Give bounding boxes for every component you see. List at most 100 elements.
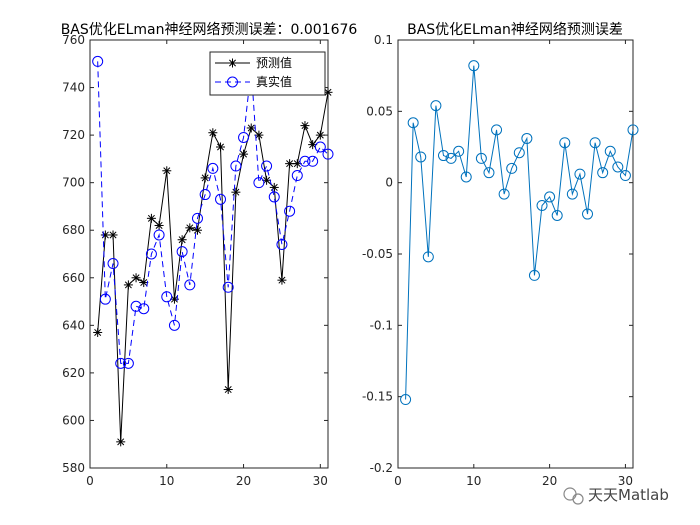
x-tick-label: 20 <box>542 474 557 488</box>
data-point <box>93 327 103 337</box>
data-point <box>627 124 639 136</box>
x-tick-label: 0 <box>86 474 94 488</box>
x-tick-label: 0 <box>394 474 402 488</box>
legend-box <box>209 51 326 96</box>
y-tick-label: 720 <box>62 128 85 142</box>
series-line-1 <box>97 61 329 364</box>
data-point <box>315 130 325 140</box>
data-point <box>177 235 187 245</box>
y-tick-label: -0.05 <box>362 247 393 261</box>
data-point <box>168 319 180 331</box>
data-point <box>99 293 111 305</box>
data-point <box>582 208 594 220</box>
data-point <box>445 152 457 164</box>
data-point <box>277 275 287 285</box>
series-line-0 <box>405 65 634 400</box>
data-point <box>551 209 563 221</box>
y-tick-label: 640 <box>62 318 85 332</box>
data-point <box>191 212 203 224</box>
y-tick-label: 740 <box>62 81 85 95</box>
left-chart-title: BAS优化ELman神经网络预测误差：0.001676 <box>61 22 358 38</box>
data-point <box>612 161 624 173</box>
data-point <box>544 191 556 203</box>
data-point <box>254 130 264 140</box>
y-tick-label: 620 <box>62 366 85 380</box>
y-tick-label: 580 <box>62 461 85 475</box>
left-axes-box <box>89 39 329 469</box>
data-point <box>261 160 273 172</box>
data-point <box>430 100 442 112</box>
data-point <box>589 137 601 149</box>
right-x-ticks: 0 10 20 30 <box>394 40 633 488</box>
data-point <box>222 281 234 293</box>
data-point <box>162 166 172 176</box>
data-point <box>498 188 510 200</box>
data-point <box>604 145 616 157</box>
data-point <box>300 121 310 131</box>
data-point <box>115 357 127 369</box>
data-point <box>528 269 540 281</box>
data-point <box>491 124 503 136</box>
right-y-ticks: -0.2 -0.15 -0.1 -0.05 0 0.05 0.1 <box>362 33 633 475</box>
data-point <box>407 117 419 129</box>
right-axes: BAS优化ELman神经网络预测误差 0 10 20 30 -0.2 -0.15 -0.1… <box>362 22 639 488</box>
data-point <box>483 167 495 179</box>
data-point <box>192 225 202 235</box>
data-point <box>223 385 233 395</box>
data-point <box>161 291 173 303</box>
legend-marker-actual <box>227 76 238 88</box>
legend-label-predicted: 预测值 <box>256 55 292 70</box>
left-y-ticks: 580 600 620 640 660 680 700 720 740 760 <box>62 33 328 475</box>
x-tick-label: 30 <box>618 474 633 488</box>
data-point <box>513 147 525 159</box>
data-point <box>176 246 188 258</box>
legend: 预测值 真实值 <box>209 51 326 96</box>
data-point <box>184 279 196 291</box>
data-point <box>619 170 631 182</box>
data-point <box>468 60 480 72</box>
data-point <box>322 148 334 160</box>
y-tick-label: -0.15 <box>362 390 393 404</box>
data-point <box>475 152 487 164</box>
legend-label-actual: 真实值 <box>256 74 292 89</box>
data-point <box>145 248 157 260</box>
x-tick-label: 30 <box>313 474 328 488</box>
legend-marker <box>228 58 237 68</box>
data-point <box>307 155 319 167</box>
y-tick-label: 0 <box>385 176 393 190</box>
data-point <box>208 128 218 138</box>
data-point <box>185 223 195 233</box>
data-point <box>597 167 609 179</box>
data-point <box>415 151 427 163</box>
right-axes-box <box>397 39 634 469</box>
data-point <box>130 300 142 312</box>
left-axes: BAS优化ELman神经网络预测误差：0.001676 0 10 20 30 580 6… <box>61 22 358 488</box>
x-tick-label: 20 <box>236 474 251 488</box>
data-point <box>138 303 150 315</box>
data-point <box>268 191 280 203</box>
data-point <box>131 273 141 283</box>
data-point <box>123 280 133 290</box>
data-point <box>291 170 303 182</box>
data-point <box>506 162 518 174</box>
data-point <box>521 132 533 144</box>
y-tick-label: 660 <box>62 271 85 285</box>
data-point <box>400 394 412 406</box>
data-point <box>230 160 242 172</box>
data-point <box>231 187 241 197</box>
data-point <box>146 213 156 223</box>
data-point <box>116 437 126 447</box>
y-tick-label: 700 <box>62 176 85 190</box>
data-point <box>122 357 134 369</box>
data-point <box>92 55 104 67</box>
data-point <box>199 189 211 201</box>
wechat-icon <box>563 487 577 501</box>
data-point <box>139 278 149 288</box>
y-tick-label: 680 <box>62 223 85 237</box>
data-point <box>574 168 586 180</box>
data-point <box>437 150 449 162</box>
data-point <box>239 149 249 159</box>
right-series <box>400 60 639 406</box>
y-tick-label: 0.05 <box>366 104 393 118</box>
wechat-icon-bubble <box>572 493 584 505</box>
